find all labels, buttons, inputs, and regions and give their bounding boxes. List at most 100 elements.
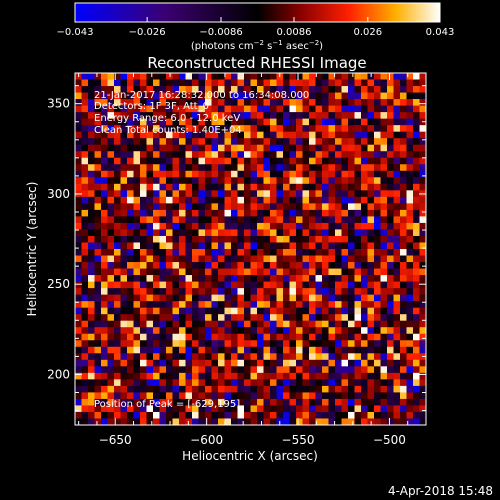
heatmap-cell	[88, 73, 95, 80]
heatmap-cell	[75, 346, 82, 354]
heatmap-cell	[120, 255, 128, 263]
heatmap-cell	[380, 398, 388, 406]
heatmap-cell	[120, 307, 128, 315]
heatmap-cell	[172, 301, 180, 309]
heatmap-cell	[172, 346, 180, 354]
heatmap-cell	[218, 268, 225, 276]
heatmap-cell	[393, 118, 401, 126]
heatmap-cell	[367, 183, 375, 191]
heatmap-cell	[179, 411, 186, 419]
heatmap-cell	[127, 301, 134, 309]
heatmap-cell	[81, 190, 89, 198]
heatmap-cell	[283, 86, 290, 93]
heatmap-cell	[354, 346, 362, 354]
heatmap-cell	[374, 190, 381, 198]
heatmap-cell	[322, 151, 329, 159]
heatmap-cell	[283, 333, 290, 341]
heatmap-cell	[289, 118, 297, 126]
heatmap-cell	[211, 105, 219, 113]
heatmap-cell	[81, 92, 89, 100]
heatmap-cell	[81, 144, 89, 152]
heatmap-cell	[153, 235, 160, 243]
heatmap-cell	[224, 105, 232, 113]
heatmap-cell	[361, 353, 368, 361]
heatmap-cell	[400, 112, 407, 120]
heatmap-cell	[367, 307, 375, 315]
heatmap-cell	[192, 183, 199, 191]
heatmap-cell	[361, 112, 368, 120]
heatmap-cell	[315, 333, 323, 341]
heatmap-cell	[81, 99, 89, 106]
heatmap-cell	[374, 151, 381, 159]
heatmap-cell	[231, 275, 238, 282]
heatmap-cell	[107, 164, 115, 172]
heatmap-cell	[289, 340, 297, 348]
heatmap-cell	[179, 125, 186, 133]
heatmap-cell	[276, 288, 284, 296]
heatmap-cell	[400, 151, 407, 159]
heatmap-cell	[146, 131, 154, 139]
peak-position-label: Position of Peak = [-629,195]	[94, 399, 240, 410]
heatmap-cell	[289, 79, 297, 87]
heatmap-cell	[101, 138, 108, 146]
heatmap-cell	[250, 340, 258, 348]
heatmap-cell	[205, 164, 212, 172]
heatmap-cell	[283, 314, 290, 322]
heatmap-cell	[166, 288, 173, 296]
heatmap-cell	[127, 177, 134, 185]
heatmap-cell	[159, 131, 167, 139]
heatmap-cell	[133, 353, 141, 361]
heatmap-cell	[250, 73, 258, 80]
heatmap-cell	[94, 281, 102, 289]
heatmap-cell	[374, 333, 381, 341]
heatmap-cell	[237, 196, 245, 204]
heatmap-cell	[276, 79, 284, 87]
heatmap-cell	[218, 301, 225, 309]
heatmap-cell	[75, 216, 82, 224]
heatmap-cell	[250, 372, 258, 380]
heatmap-cell	[224, 411, 232, 419]
heatmap-cell	[250, 398, 258, 406]
heatmap-cell	[354, 275, 362, 282]
heatmap-cell	[218, 131, 225, 139]
heatmap-cell	[413, 281, 420, 289]
heatmap-cell	[140, 255, 147, 263]
heatmap-cell	[166, 385, 173, 393]
heatmap-cell	[296, 398, 303, 406]
heatmap-cell	[75, 281, 82, 289]
heatmap-cell	[133, 79, 141, 87]
heatmap-cell	[328, 249, 336, 256]
heatmap-cell	[140, 398, 147, 406]
heatmap-cell	[198, 216, 206, 224]
heatmap-cell	[387, 177, 394, 185]
heatmap-cell	[296, 340, 303, 348]
heatmap-cell	[296, 333, 303, 341]
heatmap-cell	[81, 288, 89, 296]
heatmap-cell	[263, 118, 271, 126]
heatmap-cell	[257, 216, 264, 224]
x-tick-label: −600	[190, 433, 223, 447]
heatmap-cell	[354, 138, 362, 146]
heatmap-cell	[400, 288, 407, 296]
heatmap-cell	[159, 340, 167, 348]
heatmap-cell	[107, 144, 115, 152]
heatmap-cell	[94, 203, 102, 211]
heatmap-cell	[75, 86, 82, 93]
heatmap-cell	[127, 235, 134, 243]
heatmap-cell	[302, 398, 310, 406]
heatmap-cell	[406, 183, 414, 191]
heatmap-cell	[309, 209, 316, 217]
heatmap-cell	[133, 333, 141, 341]
heatmap-cell	[198, 379, 206, 387]
heatmap-cell	[198, 183, 206, 191]
heatmap-cell	[289, 418, 297, 426]
heatmap-cell	[400, 79, 407, 87]
heatmap-cell	[335, 320, 342, 328]
heatmap-cell	[283, 242, 290, 250]
heatmap-cell	[75, 157, 82, 165]
heatmap-cell	[231, 99, 238, 106]
heatmap-cell	[153, 157, 160, 165]
heatmap-cell	[224, 385, 232, 393]
heatmap-cell	[374, 307, 381, 315]
heatmap-cell	[270, 164, 277, 172]
